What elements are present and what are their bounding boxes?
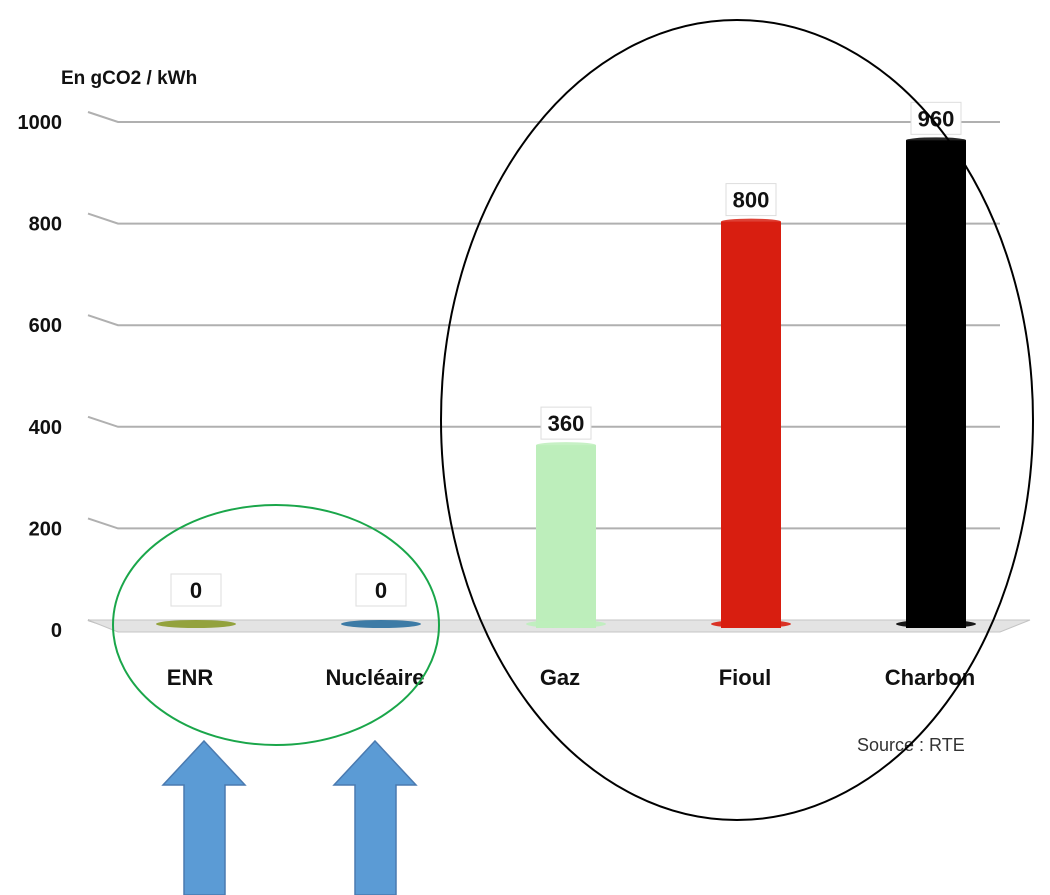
bar-cap <box>536 442 596 449</box>
gridline <box>87 212 1000 225</box>
value-label-box <box>170 573 222 607</box>
gridline <box>87 415 1000 428</box>
x-category-label: Charbon <box>885 665 975 690</box>
y-tick-label: 800 <box>29 214 62 236</box>
gridline <box>87 517 1000 530</box>
bar-base-fioul <box>711 620 791 628</box>
y-tick-label: 200 <box>29 518 62 540</box>
value-label-box <box>910 101 962 135</box>
y-tick-label: 600 <box>29 315 62 337</box>
bar-fioul <box>721 221 781 628</box>
category-labels: ENR Nucléaire Gaz Fioul Charbon <box>167 665 975 690</box>
y-tick-label: 400 <box>29 417 62 439</box>
value-label: 0 <box>190 578 202 603</box>
value-label: 800 <box>733 188 770 213</box>
value-label-box <box>540 406 592 440</box>
annotation-overlays <box>112 19 1034 895</box>
gridline <box>87 111 1000 123</box>
black-ellipse-annotation <box>440 19 1034 821</box>
bar-base-nucléaire <box>341 620 421 628</box>
value-label: 360 <box>548 411 585 436</box>
bar-base-charbon <box>896 620 976 628</box>
x-category-label: Gaz <box>540 665 580 690</box>
value-label-box <box>355 573 407 607</box>
y-axis-ticks: 0 200 400 600 800 1000 <box>18 112 63 642</box>
bars <box>156 137 976 628</box>
bar-cap <box>721 218 781 225</box>
x-category-label: Nucléaire <box>325 665 424 690</box>
y-tick-label: 1000 <box>18 112 63 134</box>
unit-label: En gCO2 / kWh <box>61 68 197 89</box>
bar-base-gaz <box>526 620 606 628</box>
up-arrow-icon <box>332 739 418 895</box>
value-label-box <box>725 183 777 217</box>
value-label: 0 <box>375 578 387 603</box>
up-arrow-icon <box>161 739 247 895</box>
x-category-label: ENR <box>167 665 214 690</box>
bar-cap <box>906 137 966 144</box>
gridline <box>87 314 1000 327</box>
bar-gaz <box>536 445 596 628</box>
x-category-label: Fioul <box>719 665 772 690</box>
green-ellipse-annotation <box>112 504 440 746</box>
bar-charbon <box>906 140 966 628</box>
bar-base-enr <box>156 620 236 628</box>
y-tick-label: 0 <box>51 620 62 642</box>
